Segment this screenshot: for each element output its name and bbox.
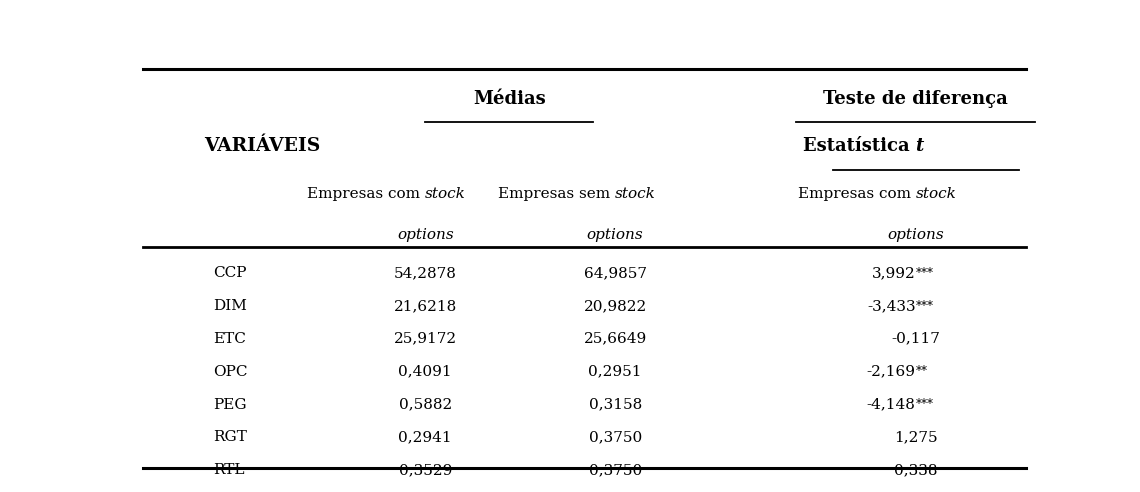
Text: options: options [587,228,644,242]
Text: 0,3529: 0,3529 [399,463,451,477]
Text: stock: stock [616,186,655,201]
Text: RTL: RTL [213,463,245,477]
Text: 21,6218: 21,6218 [393,299,457,313]
Text: ***: *** [915,300,934,312]
Text: Empresas com: Empresas com [308,186,425,201]
Text: 20,9822: 20,9822 [584,299,646,313]
Text: stock: stock [915,186,956,201]
Text: options: options [397,228,454,242]
Text: ETC: ETC [213,332,246,345]
Text: PEG: PEG [213,398,246,411]
Text: 0,338: 0,338 [894,463,937,477]
Text: stock: stock [425,186,466,201]
Text: options: options [887,228,944,242]
Text: 3,992: 3,992 [872,266,915,280]
Text: VARIÁVEIS: VARIÁVEIS [204,137,320,155]
Text: ***: *** [915,398,934,411]
Text: OPC: OPC [213,365,247,378]
Text: 25,9172: 25,9172 [393,332,457,345]
Text: -2,169: -2,169 [866,365,915,378]
Text: -0,117: -0,117 [891,332,940,345]
Text: ***: *** [915,267,934,279]
Text: -4,148: -4,148 [866,398,915,411]
Text: **: ** [915,365,928,378]
Text: 0,3158: 0,3158 [588,398,642,411]
Text: 0,3750: 0,3750 [588,430,642,444]
Text: DIM: DIM [213,299,247,313]
Text: 0,2951: 0,2951 [588,365,642,378]
Text: 25,6649: 25,6649 [584,332,646,345]
Text: t: t [915,137,923,155]
Text: Estatística: Estatística [803,137,915,155]
Text: Médias: Médias [473,90,546,108]
Text: RGT: RGT [213,430,247,444]
Text: 0,2941: 0,2941 [398,430,453,444]
Text: 0,4091: 0,4091 [398,365,453,378]
Text: 1,275: 1,275 [894,430,937,444]
Text: Empresas sem: Empresas sem [498,186,616,201]
Text: Empresas com: Empresas com [798,186,915,201]
Text: -3,433: -3,433 [866,299,915,313]
Text: 54,2878: 54,2878 [393,266,457,280]
Text: CCP: CCP [213,266,246,280]
Text: 0,3750: 0,3750 [588,463,642,477]
Text: Teste de diferença: Teste de diferença [823,90,1008,108]
Text: 64,9857: 64,9857 [584,266,646,280]
Text: 0,5882: 0,5882 [399,398,451,411]
